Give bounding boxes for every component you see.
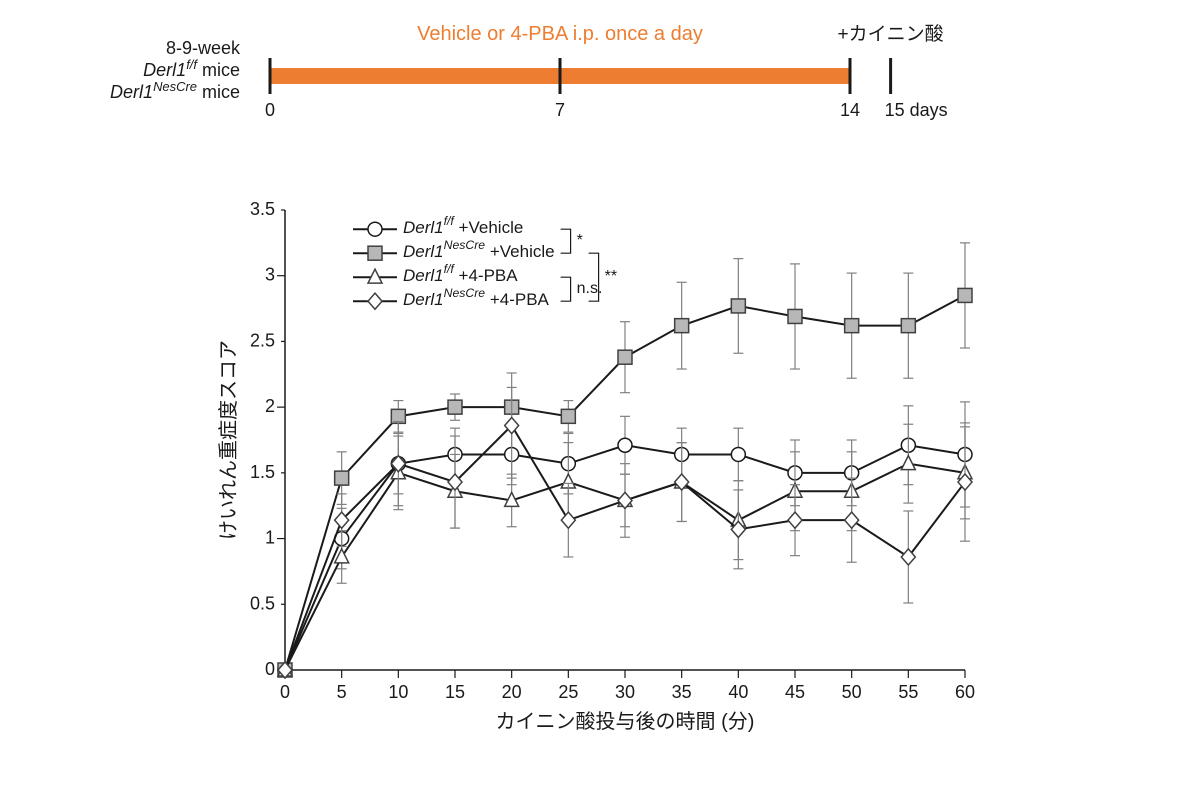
svg-text:Derl1NesCre mice: Derl1NesCre mice bbox=[110, 79, 240, 103]
svg-text:0.5: 0.5 bbox=[250, 593, 275, 613]
svg-text:10: 10 bbox=[388, 682, 408, 702]
svg-text:50: 50 bbox=[842, 682, 862, 702]
svg-text:3: 3 bbox=[265, 264, 275, 284]
series-derl1ff-vehicle bbox=[278, 402, 972, 677]
svg-text:0: 0 bbox=[265, 100, 275, 120]
svg-text:30: 30 bbox=[615, 682, 635, 702]
svg-text:+カイニン酸: +カイニン酸 bbox=[838, 23, 944, 45]
svg-text:0: 0 bbox=[265, 659, 275, 679]
svg-text:40: 40 bbox=[728, 682, 748, 702]
svg-text:2.5: 2.5 bbox=[250, 330, 275, 350]
svg-text:25: 25 bbox=[558, 682, 578, 702]
svg-text:60: 60 bbox=[955, 682, 975, 702]
svg-text:35: 35 bbox=[672, 682, 692, 702]
timeline-svg: 8-9-weekDerl1f/f miceDerl1NesCre mice Veh… bbox=[90, 20, 990, 140]
svg-text:けいれん重症度スコア: けいれん重症度スコア bbox=[217, 340, 240, 540]
svg-text:0: 0 bbox=[280, 682, 290, 702]
svg-text:15 days: 15 days bbox=[885, 100, 948, 120]
svg-text:Vehicle or 4-PBA i.p. once a d: Vehicle or 4-PBA i.p. once a day bbox=[417, 23, 703, 45]
svg-text:15: 15 bbox=[445, 682, 465, 702]
chart-svg: 0 0.5 1 1.5 2 2.5 3 3.5 0 5 10 15 20 25 30 35 40 45 50 55 60… bbox=[215, 190, 995, 760]
svg-text:Derl1f/f mice: Derl1f/f mice bbox=[143, 57, 240, 81]
timeline-diagram: 8-9-weekDerl1f/f miceDerl1NesCre mice Veh… bbox=[90, 20, 990, 140]
svg-text:Derl1f/f +4-PBA: Derl1f/f +4-PBA bbox=[403, 262, 518, 285]
svg-text:5: 5 bbox=[337, 682, 347, 702]
svg-text:Derl1f/f +Vehicle: Derl1f/f +Vehicle bbox=[403, 214, 523, 237]
svg-text:7: 7 bbox=[555, 100, 565, 120]
svg-text:45: 45 bbox=[785, 682, 805, 702]
svg-text:1: 1 bbox=[265, 527, 275, 547]
legend: Derl1f/f +VehicleDerl1NesCre +VehicleDer… bbox=[353, 214, 617, 309]
svg-text:カイニン酸投与後の時間 (分): カイニン酸投与後の時間 (分) bbox=[496, 710, 755, 733]
svg-text:*: * bbox=[577, 232, 583, 249]
seizure-score-chart: 0 0.5 1 1.5 2 2.5 3 3.5 0 5 10 15 20 25 30 35 40 45 50 55 60… bbox=[215, 190, 995, 760]
svg-text:1.5: 1.5 bbox=[250, 462, 275, 482]
svg-text:55: 55 bbox=[898, 682, 918, 702]
svg-text:14: 14 bbox=[840, 100, 860, 120]
svg-text:3.5: 3.5 bbox=[250, 199, 275, 219]
svg-text:**: ** bbox=[605, 268, 617, 285]
svg-text:Derl1NesCre +Vehicle: Derl1NesCre +Vehicle bbox=[403, 238, 555, 261]
svg-text:8-9-week: 8-9-week bbox=[166, 38, 241, 58]
svg-text:Derl1NesCre +4-PBA: Derl1NesCre +4-PBA bbox=[403, 286, 550, 309]
svg-text:20: 20 bbox=[502, 682, 522, 702]
svg-text:2: 2 bbox=[265, 396, 275, 416]
